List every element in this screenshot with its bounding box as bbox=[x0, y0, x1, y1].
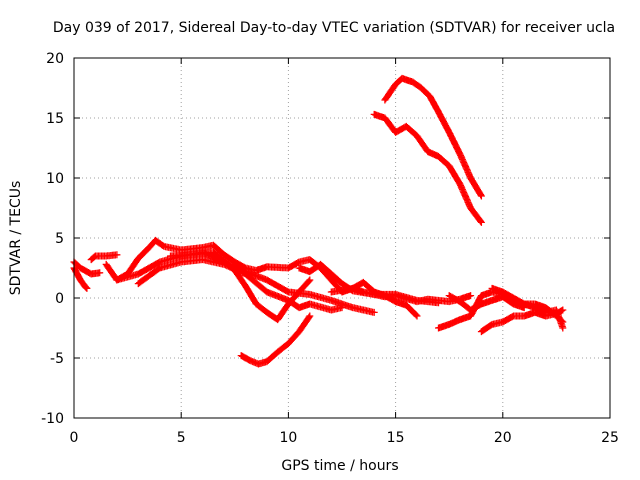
y-axis-title: SDTVAR / TECUs bbox=[8, 181, 24, 296]
series-arc-15 bbox=[381, 74, 485, 200]
axis-ticks: 0 5 10 15 20 25 -10 -5 0 5 10 15 20 bbox=[41, 51, 619, 446]
series-arc-7 bbox=[167, 248, 314, 324]
series-markers bbox=[381, 74, 485, 200]
series-markers bbox=[87, 251, 121, 264]
series-markers bbox=[237, 312, 314, 368]
x-tick-label: 15 bbox=[387, 430, 405, 446]
series-markers bbox=[167, 248, 314, 324]
y-tick-label: 20 bbox=[46, 51, 64, 67]
grid bbox=[74, 58, 610, 418]
series-markers bbox=[370, 110, 485, 226]
x-tick-label: 25 bbox=[601, 430, 619, 446]
series-markers bbox=[327, 278, 421, 320]
y-tick-label: -10 bbox=[41, 411, 64, 427]
chart-title: Day 039 of 2017, Sidereal Day-to-day VTE… bbox=[53, 20, 615, 36]
y-tick-label: 10 bbox=[46, 171, 64, 187]
x-axis-title: GPS time / hours bbox=[281, 458, 398, 474]
data-series bbox=[70, 74, 567, 368]
y-tick-label: 5 bbox=[55, 231, 64, 247]
x-tick-label: 20 bbox=[494, 430, 512, 446]
series-arc-16 bbox=[370, 110, 485, 226]
series-markers bbox=[488, 284, 567, 326]
y-tick-label: 0 bbox=[55, 291, 64, 307]
series-arc-10 bbox=[327, 278, 421, 320]
series-arc-3 bbox=[87, 251, 121, 264]
x-tick-label: 10 bbox=[279, 430, 297, 446]
y-tick-label: -5 bbox=[50, 351, 64, 367]
x-tick-label: 0 bbox=[70, 430, 79, 446]
series-arc-8 bbox=[237, 312, 314, 368]
y-tick-label: 15 bbox=[46, 111, 64, 127]
x-tick-label: 5 bbox=[177, 430, 186, 446]
series-arc-14 bbox=[488, 284, 567, 326]
